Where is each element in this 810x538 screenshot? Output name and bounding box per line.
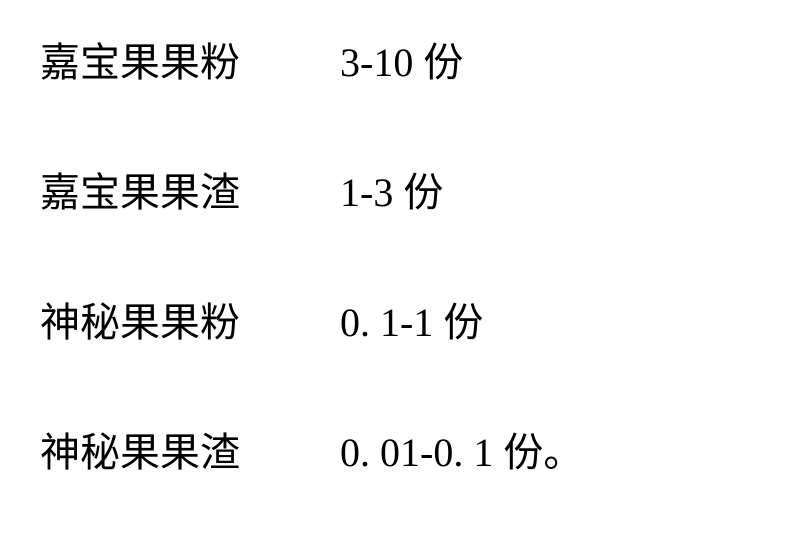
ingredient-label: 嘉宝果果粉 bbox=[40, 30, 340, 88]
ingredient-label: 神秘果果粉 bbox=[40, 290, 340, 348]
ingredient-value: 1-3 份 bbox=[340, 160, 443, 218]
ingredient-value: 0. 01-0. 1 份。 bbox=[340, 420, 583, 478]
ingredient-label: 嘉宝果果渣 bbox=[40, 160, 340, 218]
table-row: 嘉宝果果粉 3-10 份 bbox=[40, 30, 770, 88]
table-row: 神秘果果粉 0. 1-1 份 bbox=[40, 290, 770, 348]
ingredient-value: 3-10 份 bbox=[340, 30, 463, 88]
ingredient-list: 嘉宝果果粉 3-10 份 嘉宝果果渣 1-3 份 神秘果果粉 0. 1-1 份 … bbox=[0, 0, 810, 508]
table-row: 嘉宝果果渣 1-3 份 bbox=[40, 160, 770, 218]
table-row: 神秘果果渣 0. 01-0. 1 份。 bbox=[40, 420, 770, 478]
ingredient-value: 0. 1-1 份 bbox=[340, 290, 483, 348]
ingredient-label: 神秘果果渣 bbox=[40, 420, 340, 478]
